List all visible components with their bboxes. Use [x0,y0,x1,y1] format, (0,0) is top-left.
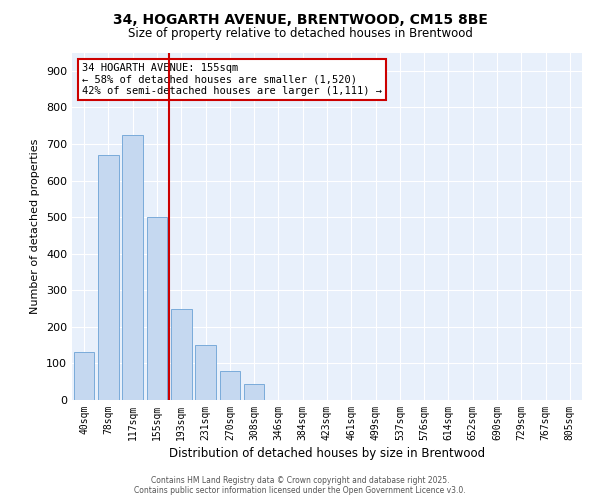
Text: 34, HOGARTH AVENUE, BRENTWOOD, CM15 8BE: 34, HOGARTH AVENUE, BRENTWOOD, CM15 8BE [113,12,487,26]
Text: 34 HOGARTH AVENUE: 155sqm
← 58% of detached houses are smaller (1,520)
42% of se: 34 HOGARTH AVENUE: 155sqm ← 58% of detac… [82,63,382,96]
Bar [244,384,265,400]
Bar [122,135,143,400]
Y-axis label: Number of detached properties: Number of detached properties [31,138,40,314]
Bar [195,345,216,400]
Text: Contains HM Land Registry data © Crown copyright and database right 2025.
Contai: Contains HM Land Registry data © Crown c… [134,476,466,495]
Bar [98,155,119,400]
Bar [74,352,94,400]
X-axis label: Distribution of detached houses by size in Brentwood: Distribution of detached houses by size … [169,447,485,460]
Text: Size of property relative to detached houses in Brentwood: Size of property relative to detached ho… [128,28,472,40]
Bar [171,308,191,400]
Bar [146,217,167,400]
Bar [220,370,240,400]
